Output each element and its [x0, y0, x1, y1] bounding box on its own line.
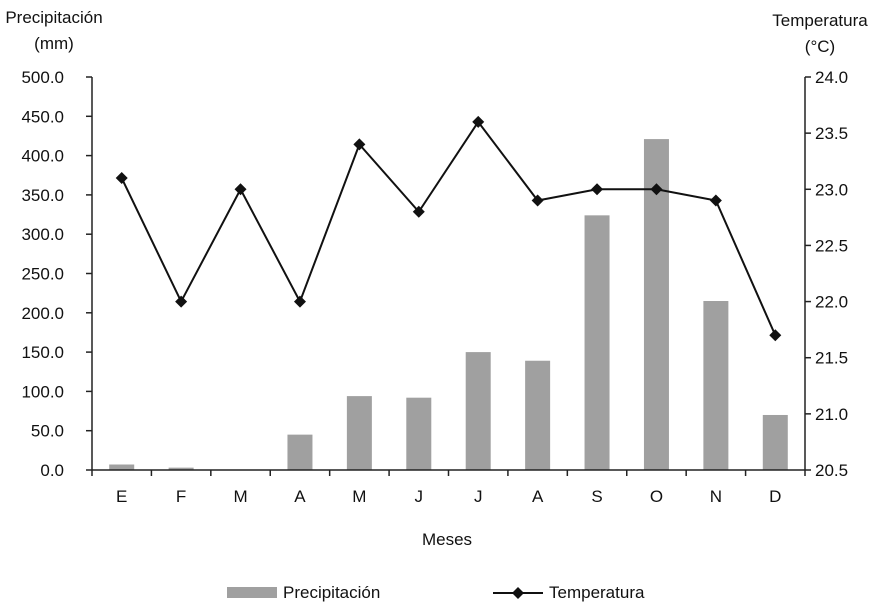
temperature-point: [531, 194, 544, 207]
left-tick-label: 250.0: [21, 265, 64, 284]
x-tick-label: D: [769, 487, 781, 506]
precipitation-bar: [703, 301, 729, 470]
axes: [91, 77, 806, 471]
x-tick-label: M: [352, 487, 366, 506]
y-axis-title-right-line: (°C): [805, 37, 835, 56]
precipitation-bar: [584, 215, 610, 470]
precipitation-bar: [406, 397, 432, 470]
left-tick-label: 500.0: [21, 68, 64, 87]
x-tick-label: J: [415, 487, 424, 506]
left-tick-label: 300.0: [21, 225, 64, 244]
precipitation-bar: [346, 396, 372, 470]
legend-marker-temperature: [512, 587, 524, 599]
temperature-point: [709, 194, 722, 207]
left-axis-ticks: 0.0 50.0 100.0 150.0 200.0 250.0 300.0 350.0 400…: [21, 68, 92, 480]
precipitation-bars: [109, 139, 788, 470]
left-tick-label: 50.0: [31, 422, 64, 441]
left-tick-label: 150.0: [21, 343, 64, 362]
y-axis-title-left: Precipitación (mm): [5, 8, 102, 53]
legend-label-precipitation: Precipitación: [283, 583, 380, 602]
x-tick-label: J: [474, 487, 483, 506]
temperature-point: [650, 183, 663, 196]
right-tick-label: 24.0: [815, 68, 848, 87]
left-tick-label: 0.0: [40, 461, 64, 480]
x-tick-label: O: [650, 487, 663, 506]
temperature-point: [175, 295, 188, 308]
temperature-point: [591, 183, 604, 196]
precipitation-bar: [287, 434, 313, 470]
temperature-point: [115, 172, 128, 185]
x-axis-title: Meses: [422, 530, 472, 549]
right-tick-label: 23.0: [815, 180, 848, 199]
precipitation-bar: [109, 464, 135, 470]
x-tick-label: A: [294, 487, 306, 506]
temperature-point: [234, 183, 247, 196]
y-axis-title-right: Temperatura (°C): [772, 11, 868, 56]
temperature-point: [472, 115, 485, 128]
y-axis-title-left-line: Precipitación: [5, 8, 102, 27]
x-tick-label: N: [710, 487, 722, 506]
temperature-point: [412, 205, 425, 218]
right-tick-label: 23.5: [815, 124, 848, 143]
x-tick-label: E: [116, 487, 127, 506]
legend: Precipitación Temperatura: [227, 583, 645, 602]
right-tick-label: 21.0: [815, 405, 848, 424]
left-tick-label: 450.0: [21, 107, 64, 126]
legend-swatch-precipitation: [227, 587, 277, 598]
right-axis-ticks: 20.5 21.0 21.5 22.0 22.5 23.0 23.5 24.0: [805, 68, 848, 480]
x-tick-label: F: [176, 487, 186, 506]
precipitation-bar: [762, 414, 788, 470]
right-tick-label: 21.5: [815, 349, 848, 368]
y-axis-title-right-line: Temperatura: [772, 11, 868, 30]
temperature-line-series: [115, 115, 782, 342]
temperature-point: [769, 329, 782, 342]
legend-label-temperature: Temperatura: [549, 583, 645, 602]
left-tick-label: 200.0: [21, 304, 64, 323]
temperature-point: [353, 138, 366, 151]
left-tick-label: 400.0: [21, 147, 64, 166]
precipitation-bar: [525, 360, 551, 470]
x-tick-label: A: [532, 487, 544, 506]
right-tick-label: 22.0: [815, 293, 848, 312]
x-tick-label: M: [233, 487, 247, 506]
precipitation-bar: [168, 467, 194, 470]
left-tick-label: 100.0: [21, 382, 64, 401]
x-tick-label: S: [591, 487, 602, 506]
left-tick-label: 350.0: [21, 186, 64, 205]
y-axis-title-left-line: (mm): [34, 34, 74, 53]
right-tick-label: 22.5: [815, 236, 848, 255]
temperature-line: [120, 120, 777, 336]
temperature-point: [293, 295, 306, 308]
right-tick-label: 20.5: [815, 461, 848, 480]
precipitation-bar: [465, 352, 491, 470]
